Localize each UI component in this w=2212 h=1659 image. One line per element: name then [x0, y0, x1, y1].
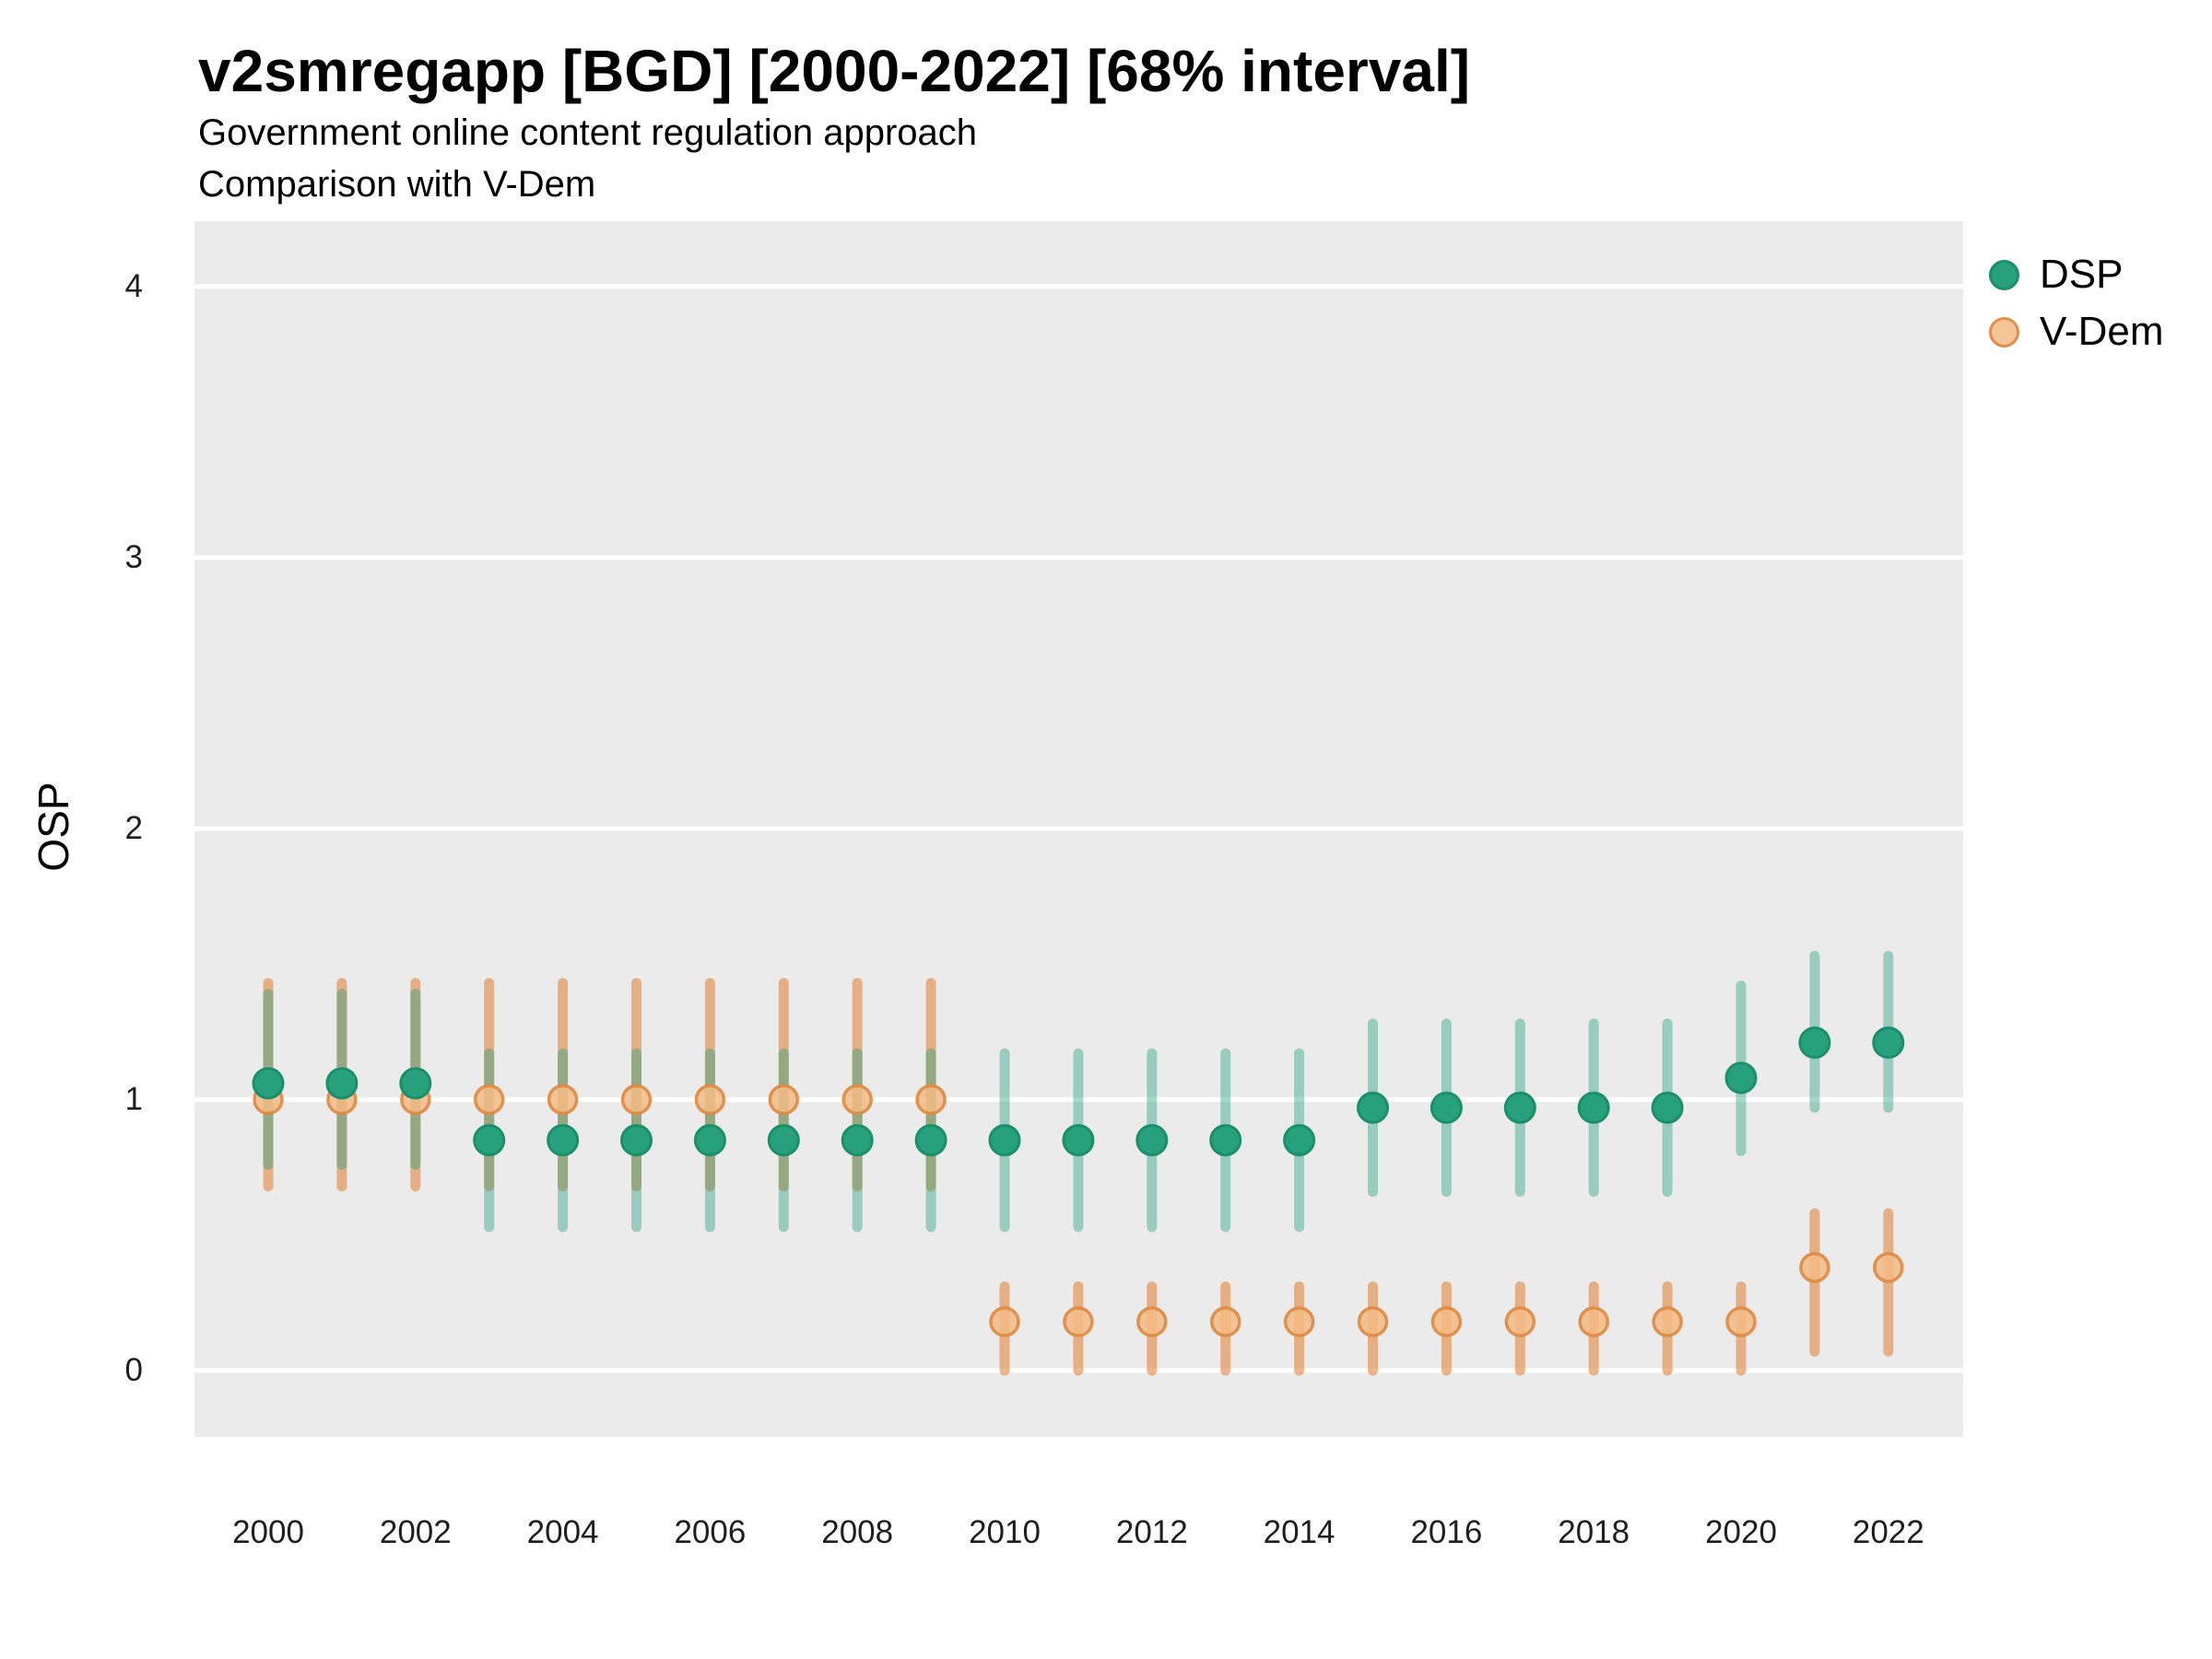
dsp-point-2000 [252, 1066, 285, 1100]
vdem-point-2015 [1357, 1306, 1389, 1337]
y-tick-label-0: 0 [124, 1352, 143, 1388]
dsp-point-2021 [1798, 1026, 1831, 1059]
vdem-point-2006 [694, 1084, 726, 1115]
vdem-point-2020 [1725, 1306, 1757, 1337]
vdem-point-2011 [1063, 1306, 1094, 1337]
vdem-point-2016 [1430, 1306, 1463, 1337]
x-tick-label-2018: 2018 [1558, 1514, 1630, 1550]
x-tick-label-2010: 2010 [969, 1514, 1041, 1550]
legend-label-vdem: V-Dem [2040, 309, 2164, 354]
dsp-point-2010 [988, 1124, 1021, 1157]
vdem-point-2021 [1799, 1252, 1830, 1284]
legend: DSP V-Dem [1989, 246, 2163, 360]
x-tick-label-2008: 2008 [821, 1514, 894, 1550]
legend-dot-dsp-icon [1989, 259, 2019, 290]
dsp-point-2017 [1503, 1091, 1536, 1124]
legend-item-vdem: V-Dem [1989, 303, 2163, 360]
vdem-point-2014 [1283, 1306, 1315, 1337]
x-tick-label-2004: 2004 [526, 1514, 599, 1550]
x-tick-label-2012: 2012 [1115, 1514, 1188, 1550]
x-tick-label-2016: 2016 [1410, 1514, 1483, 1550]
dsp-point-2001 [325, 1066, 359, 1100]
vdem-point-2004 [547, 1084, 579, 1115]
x-tick-label-2002: 2002 [379, 1514, 452, 1550]
dsp-point-2005 [620, 1124, 653, 1157]
legend-item-dsp: DSP [1989, 246, 2163, 303]
dsp-point-2015 [1357, 1091, 1389, 1124]
legend-label-dsp: DSP [2040, 252, 2124, 297]
x-tick-label-2020: 2020 [1705, 1514, 1777, 1550]
vdem-point-2010 [989, 1306, 1020, 1337]
dsp-point-2003 [473, 1124, 506, 1157]
vdem-point-2012 [1136, 1306, 1168, 1337]
chart-subtitle-line1: Government online content regulation app… [198, 112, 977, 153]
vdem-point-2018 [1578, 1306, 1609, 1337]
y-tick-label-1: 1 [124, 1081, 143, 1117]
dsp-point-2006 [693, 1124, 726, 1157]
dsp-point-2022 [1872, 1026, 1905, 1059]
vdem-point-2009 [915, 1084, 947, 1115]
x-tick-label-2014: 2014 [1263, 1514, 1335, 1550]
chart-subtitle-line2: Comparison with V-Dem [198, 164, 596, 205]
y-tick-label-4: 4 [124, 268, 143, 304]
legend-dot-vdem-icon [1989, 316, 2019, 347]
vdem-point-2003 [473, 1084, 505, 1115]
vdem-point-2008 [841, 1084, 873, 1115]
vdem-point-2022 [1873, 1252, 1904, 1284]
dsp-point-2009 [914, 1124, 947, 1157]
dsp-point-2004 [547, 1124, 580, 1157]
dsp-point-2002 [399, 1066, 432, 1100]
vdem-point-2007 [768, 1084, 800, 1115]
vdem-point-2017 [1504, 1306, 1536, 1337]
y-tick-label-3: 3 [124, 539, 143, 575]
dsp-point-2020 [1724, 1061, 1758, 1094]
x-tick-label-2000: 2000 [232, 1514, 304, 1550]
dsp-point-2014 [1283, 1124, 1316, 1157]
dsp-point-2018 [1577, 1091, 1610, 1124]
dsp-point-2011 [1062, 1124, 1095, 1157]
dsp-point-2008 [841, 1124, 874, 1157]
chart-title: v2smregapp [BGD] [2000-2022] [68% interv… [198, 38, 1471, 104]
y-tick-label-2: 2 [124, 810, 143, 846]
vdem-point-2005 [620, 1084, 653, 1115]
x-tick-label-2006: 2006 [674, 1514, 747, 1550]
x-tick-label-2022: 2022 [1852, 1514, 1924, 1550]
dsp-point-2007 [767, 1124, 800, 1157]
dsp-point-2012 [1135, 1124, 1169, 1157]
dsp-point-2013 [1209, 1124, 1242, 1157]
dsp-point-2019 [1651, 1091, 1684, 1124]
vdem-point-2013 [1209, 1306, 1241, 1337]
vdem-point-2019 [1652, 1306, 1683, 1337]
dsp-point-2016 [1430, 1091, 1463, 1124]
